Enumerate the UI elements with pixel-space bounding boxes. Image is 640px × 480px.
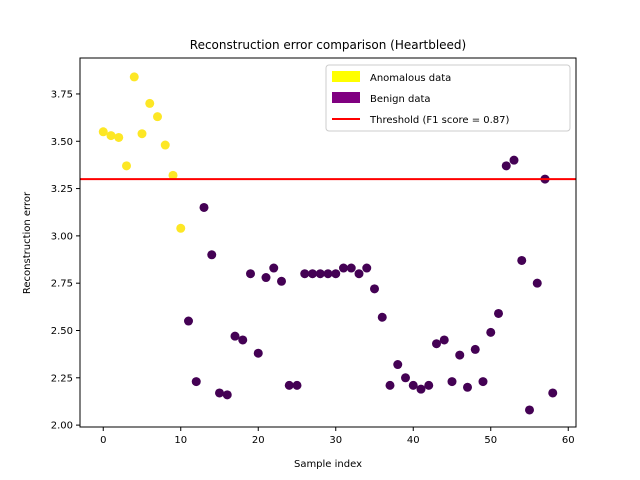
anomalous-data-point-0 [98, 127, 108, 137]
legend-frame [325, 64, 571, 132]
benign-data-point-28 [401, 373, 410, 383]
benign-data-point-23 [362, 263, 372, 273]
anomalous-data-point-6 [145, 98, 155, 108]
benign-data-point-21 [346, 263, 356, 273]
benign-data-point-30 [416, 384, 426, 394]
benign-data-point-6 [230, 331, 240, 341]
y-tick-label: 2.00 [51, 421, 73, 432]
benign-data-point-13 [284, 380, 294, 390]
legend-swatch-benign-data [332, 92, 360, 103]
x-axis-label: Sample index [294, 459, 362, 470]
anomalous-data-point-4 [129, 72, 139, 82]
plot-area: 0 10 20 30 40 50 60 2.00 2.25 2.50 2.75 3.00 3.25 3.5… [51, 57, 577, 446]
anomalous-data-point-8 [160, 140, 170, 150]
anomalous-data-point-3 [122, 161, 131, 171]
y-tick-label: 3.50 [51, 137, 73, 148]
benign-data-point-39 [486, 327, 496, 337]
benign-data-point-44 [525, 405, 534, 415]
anomalous-data-point-2 [114, 132, 124, 142]
x-tick-label: 30 [329, 435, 342, 446]
y-tick-label: 3.25 [51, 184, 73, 195]
benign-data-point-11 [269, 263, 279, 273]
x-tick-label: 40 [407, 435, 420, 446]
benign-data-point-45 [532, 278, 542, 288]
benign-data-point-15 [300, 269, 310, 279]
benign-data-point-35 [455, 350, 465, 360]
benign-data-point-3 [207, 250, 217, 260]
y-tick-label: 3.00 [51, 231, 73, 242]
x-tick-label: 20 [252, 435, 265, 446]
benign-data-point-26 [385, 380, 395, 390]
y-tick-label: 2.50 [51, 326, 73, 337]
benign-data-point-31 [424, 380, 434, 390]
benign-data-point-33 [439, 335, 449, 345]
anomalous-data-point-10 [176, 223, 186, 233]
benign-data-point-40 [494, 308, 503, 318]
benign-data-point-9 [253, 348, 263, 358]
x-tick-label: 60 [562, 435, 575, 446]
benign-data-point-34 [447, 377, 457, 387]
y-tick-label: 2.75 [51, 279, 73, 290]
benign-data-point-16 [308, 269, 317, 279]
y-tick-label: 3.75 [51, 89, 73, 100]
benign-data-point-36 [463, 382, 472, 392]
benign-data-point-1 [191, 377, 201, 387]
anomalous-data-point-1 [106, 131, 116, 141]
x-tick-label: 0 [100, 435, 106, 446]
benign-data-point-10 [261, 273, 271, 283]
benign-data-point-32 [432, 339, 441, 349]
benign-data-point-17 [315, 269, 325, 279]
benign-data-point-18 [323, 269, 333, 279]
legend-label-benign-data: Benign data [370, 94, 431, 105]
legend-label-threshold-f1-score-0-87: Threshold (F1 score = 0.87) [369, 115, 510, 126]
benign-data-point-19 [331, 269, 341, 279]
legend-swatch-anomalous-data [332, 71, 360, 82]
x-tick-label: 10 [174, 435, 187, 446]
benign-data-point-7 [238, 335, 248, 345]
axes-frame [79, 57, 577, 428]
y-tick-label: 2.25 [51, 373, 73, 384]
benign-data-point-8 [246, 269, 255, 279]
chart-title: Reconstruction error comparison (Heartbl… [190, 38, 466, 52]
benign-data-point-0 [184, 316, 193, 326]
legend: Anomalous data Benign data Threshold (F1 s… [325, 64, 571, 132]
anomalous-data-point-9 [168, 170, 178, 180]
benign-data-point-4 [215, 388, 224, 398]
legend-label-anomalous-data: Anomalous data [370, 73, 451, 84]
benign-data-point-47 [548, 388, 558, 398]
benign-data-point-37 [470, 344, 480, 354]
y-axis-label: Reconstruction error [22, 191, 33, 294]
benign-data-point-42 [509, 155, 519, 165]
benign-data-point-27 [393, 360, 403, 370]
benign-data-point-38 [478, 377, 488, 387]
benign-data-point-41 [501, 161, 511, 171]
anomalous-data-point-5 [137, 129, 147, 139]
benign-data-point-25 [377, 312, 387, 322]
x-tick-label: 50 [484, 435, 497, 446]
benign-data-point-24 [370, 284, 379, 294]
anomalous-data-point-7 [153, 112, 162, 122]
benign-data-point-43 [517, 255, 527, 265]
benign-data-point-14 [292, 380, 302, 390]
benign-data-point-2 [199, 202, 209, 212]
benign-data-point-12 [277, 276, 286, 286]
benign-data-point-22 [354, 269, 364, 279]
benign-data-point-20 [339, 263, 348, 273]
benign-data-point-29 [408, 380, 418, 390]
benign-data-point-5 [222, 390, 232, 400]
